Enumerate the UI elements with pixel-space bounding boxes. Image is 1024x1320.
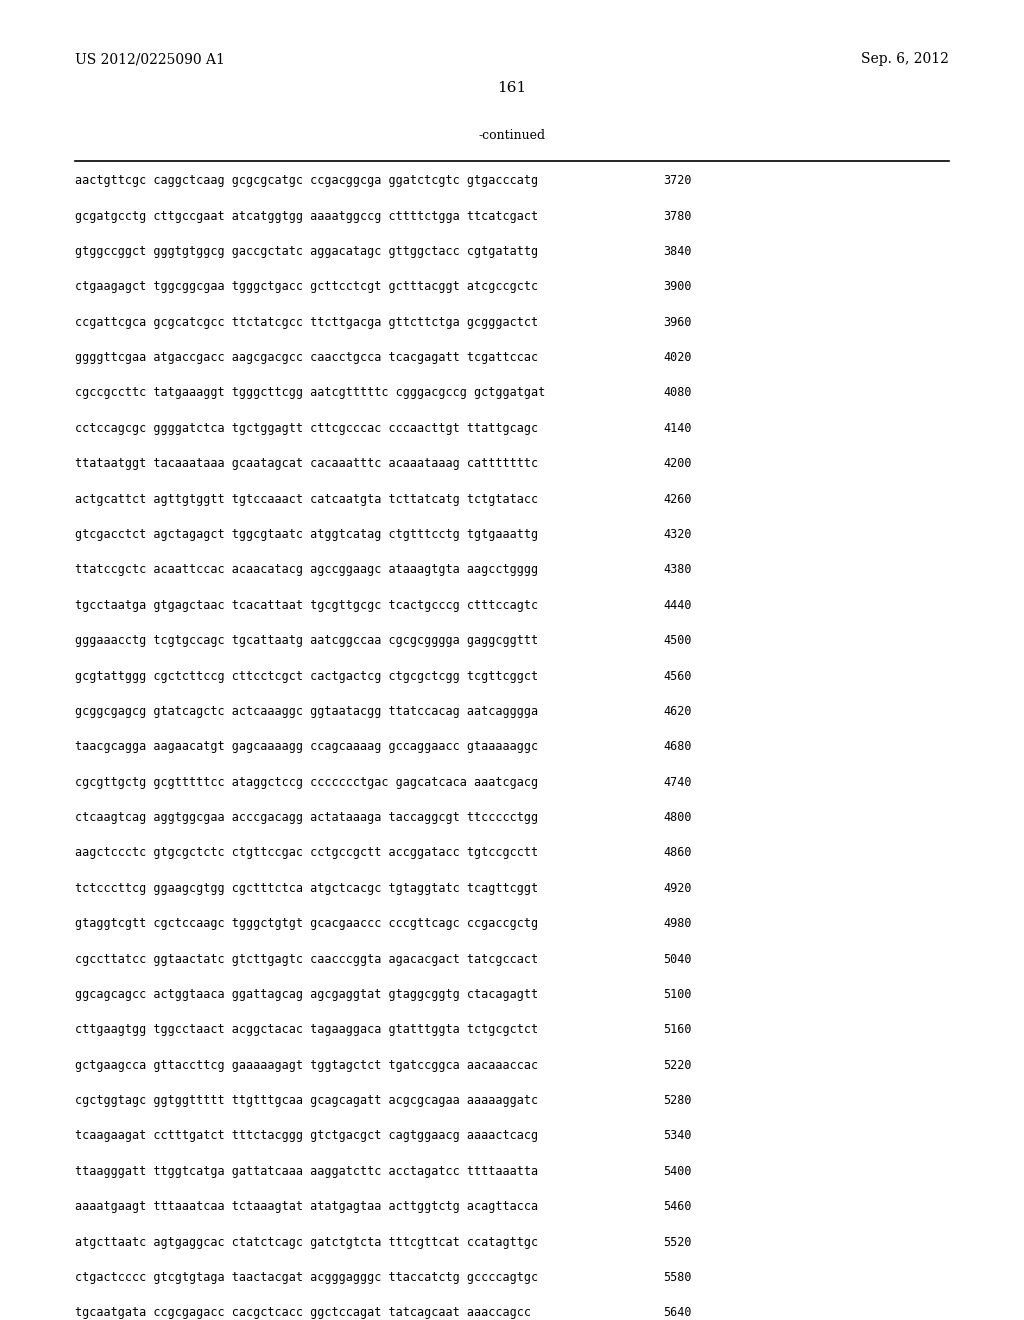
Text: 4860: 4860 [664,846,692,859]
Text: 5040: 5040 [664,953,692,965]
Text: ccgattcgca gcgcatcgcc ttctatcgcc ttcttgacga gttcttctga gcgggactct: ccgattcgca gcgcatcgcc ttctatcgcc ttcttga… [75,315,538,329]
Text: 3960: 3960 [664,315,692,329]
Text: cgctggtagc ggtggttttt ttgtttgcaa gcagcagatt acgcgcagaa aaaaaggatc: cgctggtagc ggtggttttt ttgtttgcaa gcagcag… [75,1094,538,1107]
Text: 4380: 4380 [664,564,692,577]
Text: 5340: 5340 [664,1130,692,1142]
Text: ttataatggt tacaaataaa gcaatagcat cacaaatttc acaaataaag catttttttc: ttataatggt tacaaataaa gcaatagcat cacaaat… [75,457,538,470]
Text: actgcattct agttgtggtt tgtccaaact catcaatgta tcttatcatg tctgtatacc: actgcattct agttgtggtt tgtccaaact catcaat… [75,492,538,506]
Text: 4980: 4980 [664,917,692,931]
Text: 4140: 4140 [664,422,692,434]
Text: 5100: 5100 [664,987,692,1001]
Text: tcaagaagat cctttgatct tttctacggg gtctgacgct cagtggaacg aaaactcacg: tcaagaagat cctttgatct tttctacggg gtctgac… [75,1130,538,1142]
Text: aagctccctc gtgcgctctc ctgttccgac cctgccgctt accggatacc tgtccgcctt: aagctccctc gtgcgctctc ctgttccgac cctgccg… [75,846,538,859]
Text: cgccgccttc tatgaaaggt tgggcttcgg aatcgtttttc cgggacgccg gctggatgat: cgccgccttc tatgaaaggt tgggcttcgg aatcgtt… [75,387,545,400]
Text: -continued: -continued [478,128,546,141]
Text: atgcttaatc agtgaggcac ctatctcagc gatctgtcta tttcgttcat ccatagttgc: atgcttaatc agtgaggcac ctatctcagc gatctgt… [75,1236,538,1249]
Text: gcgtattggg cgctcttccg cttcctcgct cactgactcg ctgcgctcgg tcgttcggct: gcgtattggg cgctcttccg cttcctcgct cactgac… [75,669,538,682]
Text: cgcgttgctg gcgtttttcc ataggctccg ccccccctgac gagcatcaca aaatcgacg: cgcgttgctg gcgtttttcc ataggctccg ccccccc… [75,776,538,788]
Text: taacgcagga aagaacatgt gagcaaaagg ccagcaaaag gccaggaacc gtaaaaaggc: taacgcagga aagaacatgt gagcaaaagg ccagcaa… [75,741,538,754]
Text: gcgatgcctg cttgccgaat atcatggtgg aaaatggccg cttttctgga ttcatcgact: gcgatgcctg cttgccgaat atcatggtgg aaaatgg… [75,210,538,223]
Text: gctgaagcca gttaccttcg gaaaaagagt tggtagctct tgatccggca aacaaaccac: gctgaagcca gttaccttcg gaaaaagagt tggtagc… [75,1059,538,1072]
Text: 5220: 5220 [664,1059,692,1072]
Text: tgcctaatga gtgagctaac tcacattaat tgcgttgcgc tcactgcccg ctttccagtc: tgcctaatga gtgagctaac tcacattaat tgcgttg… [75,599,538,611]
Text: 5460: 5460 [664,1200,692,1213]
Text: 3780: 3780 [664,210,692,223]
Text: 4680: 4680 [664,741,692,754]
Text: ggcagcagcc actggtaaca ggattagcag agcgaggtat gtaggcggtg ctacagagtt: ggcagcagcc actggtaaca ggattagcag agcgagg… [75,987,538,1001]
Text: 4500: 4500 [664,634,692,647]
Text: 5520: 5520 [664,1236,692,1249]
Text: 4920: 4920 [664,882,692,895]
Text: 4020: 4020 [664,351,692,364]
Text: 3900: 3900 [664,280,692,293]
Text: 4080: 4080 [664,387,692,400]
Text: tctcccttcg ggaagcgtgg cgctttctca atgctcacgc tgtaggtatc tcagttcggt: tctcccttcg ggaagcgtgg cgctttctca atgctca… [75,882,538,895]
Text: 4800: 4800 [664,810,692,824]
Text: ttatccgctc acaattccac acaacatacg agccggaagc ataaagtgta aagcctgggg: ttatccgctc acaattccac acaacatacg agccgga… [75,564,538,577]
Text: aactgttcgc caggctcaag gcgcgcatgc ccgacggcga ggatctcgtc gtgacccatg: aactgttcgc caggctcaag gcgcgcatgc ccgacgg… [75,174,538,187]
Text: 4320: 4320 [664,528,692,541]
Text: gtggccggct gggtgtggcg gaccgctatc aggacatagc gttggctacc cgtgatattg: gtggccggct gggtgtggcg gaccgctatc aggacat… [75,246,538,257]
Text: Sep. 6, 2012: Sep. 6, 2012 [861,53,949,66]
Text: US 2012/0225090 A1: US 2012/0225090 A1 [75,53,224,66]
Text: 4620: 4620 [664,705,692,718]
Text: tgcaatgata ccgcgagacc cacgctcacc ggctccagat tatcagcaat aaaccagcc: tgcaatgata ccgcgagacc cacgctcacc ggctcca… [75,1307,530,1319]
Text: gtcgacctct agctagagct tggcgtaatc atggtcatag ctgtttcctg tgtgaaattg: gtcgacctct agctagagct tggcgtaatc atggtca… [75,528,538,541]
Text: 161: 161 [498,82,526,95]
Text: gtaggtcgtt cgctccaagc tgggctgtgt gcacgaaccc cccgttcagc ccgaccgctg: gtaggtcgtt cgctccaagc tgggctgtgt gcacgaa… [75,917,538,931]
Text: 5400: 5400 [664,1164,692,1177]
Text: 5160: 5160 [664,1023,692,1036]
Text: gggaaacctg tcgtgccagc tgcattaatg aatcggccaa cgcgcgggga gaggcggttt: gggaaacctg tcgtgccagc tgcattaatg aatcggc… [75,634,538,647]
Text: ctgaagagct tggcggcgaa tgggctgacc gcttcctcgt gctttacggt atcgccgctc: ctgaagagct tggcggcgaa tgggctgacc gcttcct… [75,280,538,293]
Text: 4200: 4200 [664,457,692,470]
Text: 4560: 4560 [664,669,692,682]
Text: ggggttcgaa atgaccgacc aagcgacgcc caacctgcca tcacgagatt tcgattccac: ggggttcgaa atgaccgacc aagcgacgcc caacctg… [75,351,538,364]
Text: 4740: 4740 [664,776,692,788]
Text: 5640: 5640 [664,1307,692,1319]
Text: gcggcgagcg gtatcagctc actcaaaggc ggtaatacgg ttatccacag aatcagggga: gcggcgagcg gtatcagctc actcaaaggc ggtaata… [75,705,538,718]
Text: 3840: 3840 [664,246,692,257]
Text: 4440: 4440 [664,599,692,611]
Text: 4260: 4260 [664,492,692,506]
Text: cttgaagtgg tggcctaact acggctacac tagaaggaca gtatttggta tctgcgctct: cttgaagtgg tggcctaact acggctacac tagaagg… [75,1023,538,1036]
Text: ctgactcccc gtcgtgtaga taactacgat acgggagggc ttaccatctg gccccagtgc: ctgactcccc gtcgtgtaga taactacgat acgggag… [75,1271,538,1284]
Text: cctccagcgc ggggatctca tgctggagtt cttcgcccac cccaacttgt ttattgcagc: cctccagcgc ggggatctca tgctggagtt cttcgcc… [75,422,538,434]
Text: cgccttatcc ggtaactatc gtcttgagtc caacccggta agacacgact tatcgccact: cgccttatcc ggtaactatc gtcttgagtc caacccg… [75,953,538,965]
Text: ctcaagtcag aggtggcgaa acccgacagg actataaaga taccaggcgt ttccccctgg: ctcaagtcag aggtggcgaa acccgacagg actataa… [75,810,538,824]
Text: ttaagggatt ttggtcatga gattatcaaa aaggatcttc acctagatcc ttttaaatta: ttaagggatt ttggtcatga gattatcaaa aaggatc… [75,1164,538,1177]
Text: 3720: 3720 [664,174,692,187]
Text: 5580: 5580 [664,1271,692,1284]
Text: aaaatgaagt tttaaatcaa tctaaagtat atatgagtaa acttggtctg acagttacca: aaaatgaagt tttaaatcaa tctaaagtat atatgag… [75,1200,538,1213]
Text: 5280: 5280 [664,1094,692,1107]
